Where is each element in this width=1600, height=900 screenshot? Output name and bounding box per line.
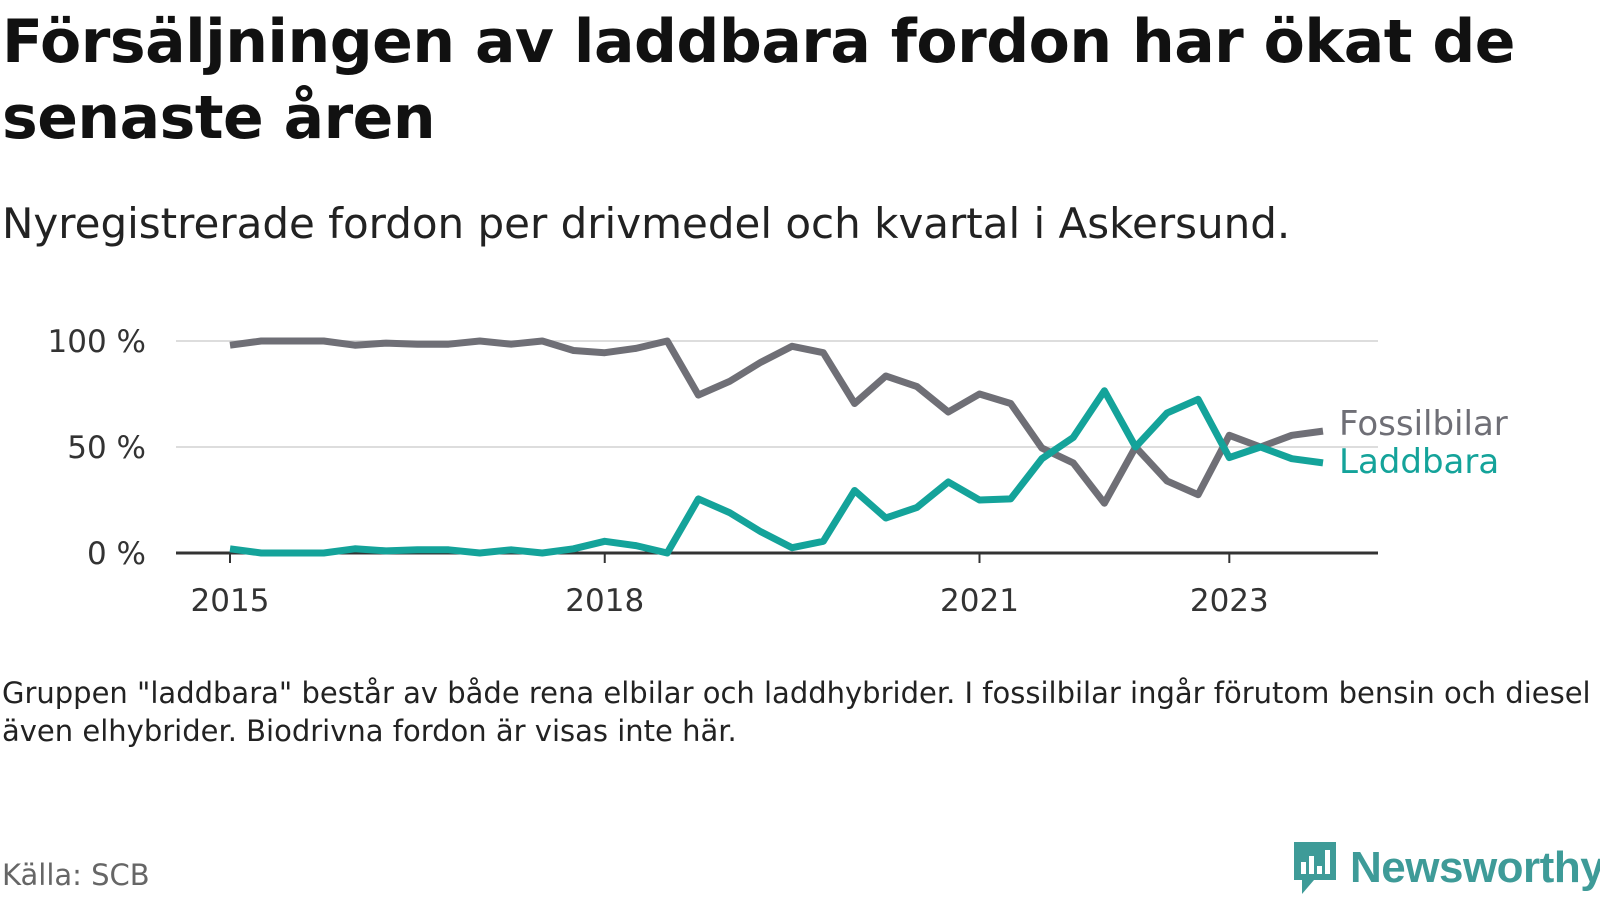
x-tick-label: 2023: [1190, 583, 1269, 619]
line-chart: 0 % 50 % 100 % 2015 2018 2021 2023 Fossilbilar…: [48, 324, 1508, 619]
x-tick-label: 2015: [191, 583, 270, 619]
series-line-fossilbilar: [229, 337, 1324, 507]
x-tick-label: 2021: [940, 583, 1019, 619]
y-tick-label: 100 %: [48, 324, 146, 360]
legend-label-fossilbilar: Fossilbilar: [1339, 404, 1508, 444]
chart-note: Gruppen "laddbara" består av både rena e…: [2, 676, 1591, 748]
newsworthy-wordmark: Newsworthy: [1350, 843, 1600, 892]
y-tick-label: 0 %: [87, 536, 146, 572]
series-line-laddbara: [229, 387, 1324, 557]
chart-subtitle: Nyregistrerade fordon per drivmedel och …: [2, 199, 1291, 248]
y-tick-label: 50 %: [67, 430, 146, 466]
newsworthy-logo: Newsworthy: [1290, 840, 1600, 896]
x-tick-label: 2018: [565, 583, 644, 619]
source-text: Källa: SCB: [2, 858, 150, 892]
newsworthy-logo-icon: [1294, 842, 1336, 894]
series-lines: [229, 337, 1324, 557]
axes: 0 % 50 % 100 % 2015 2018 2021 2023: [48, 324, 1378, 619]
legend-label-laddbara: Laddbara: [1339, 442, 1499, 482]
chart-title: Försäljningen av laddbara fordon har öka…: [2, 7, 1515, 153]
